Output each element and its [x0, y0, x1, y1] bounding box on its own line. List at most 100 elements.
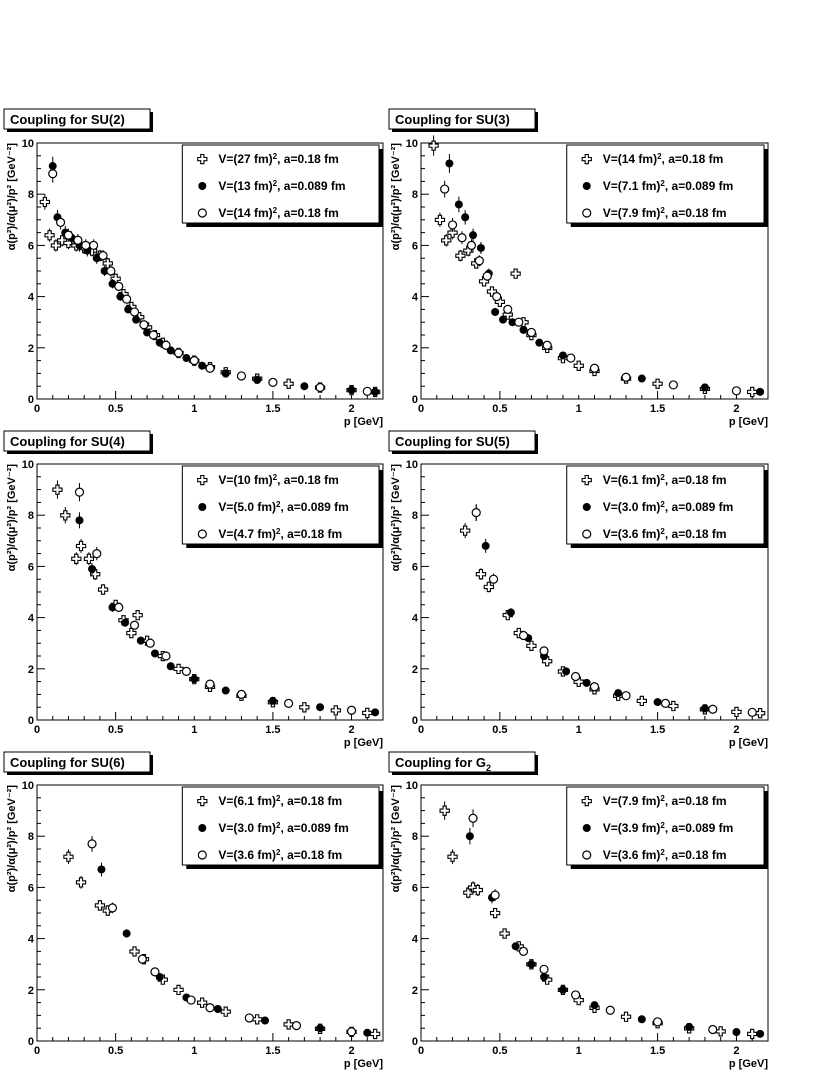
legend-superscript: 2 [660, 821, 665, 830]
data-point-filled [481, 541, 490, 550]
data-point-cross [132, 609, 143, 621]
legend-entry-part: V=(10 fm) [218, 473, 272, 487]
y-axis-label: α(p²)/α(μ²)/p² [GeV⁻²] [6, 143, 18, 251]
data-series [75, 512, 380, 717]
legend-entry: V=(3.0 fm)2, a=0.089 fm [603, 500, 734, 514]
data-point-open [129, 307, 140, 317]
data-point-cross [747, 1028, 758, 1040]
y-tick-label: 8 [412, 189, 418, 201]
legend-superscript: 2 [660, 527, 665, 536]
data-point-open [98, 251, 108, 261]
data-point-filled [491, 307, 500, 316]
data-point-open [747, 707, 757, 717]
data-point-open [570, 990, 581, 1000]
data-point-open [589, 363, 600, 373]
y-axis-label: α(p²)/α(μ²)/p² [GeV⁻²] [6, 464, 18, 572]
legend-superscript: 2 [276, 821, 281, 830]
legend-entry-part: V=(3.6 fm) [218, 848, 276, 862]
legend-box [181, 144, 380, 224]
legend-box [181, 786, 380, 866]
data-point-open [92, 548, 102, 559]
data-point-filled [511, 942, 520, 951]
data-point-filled [562, 667, 571, 676]
data-point-cross [460, 525, 471, 536]
y-tick-label: 6 [412, 561, 418, 573]
legend-entry-part: , a=0.18 fm [665, 527, 727, 541]
y-tick-label: 4 [28, 934, 35, 946]
data-point-filled [150, 649, 159, 658]
data-point-open [468, 813, 478, 823]
y-tick-label: 8 [28, 510, 34, 522]
y-tick-label: 0 [28, 1036, 34, 1048]
title-box [388, 108, 536, 130]
data-point-filled [182, 354, 191, 363]
data-point-open [346, 705, 357, 715]
y-tick-label: 6 [28, 561, 34, 573]
data-point-open [492, 292, 502, 302]
data-point-open [708, 1024, 718, 1035]
legend-entry-part: V=(6.1 fm) [603, 473, 661, 487]
data-point-open [48, 169, 58, 179]
data-point-cross [510, 268, 521, 279]
legend-entry: V=(3.0 fm)2, a=0.089 fm [218, 821, 349, 835]
legend-entry-part: , a=0.18 fm [280, 527, 342, 541]
data-point-open [731, 386, 742, 396]
legend-entry-part: V=(13 fm) [218, 179, 272, 193]
data-point-filled [582, 182, 591, 190]
data-point-cross [197, 795, 208, 807]
data-point-open [440, 184, 450, 194]
x-tick-label: 2 [348, 1045, 354, 1057]
legend-box [566, 144, 765, 224]
data-point-open [236, 689, 247, 700]
legend-entry: V=(3.9 fm)2, a=0.089 fm [603, 821, 734, 835]
data-point-open [490, 890, 500, 900]
data-point-filled [75, 516, 84, 525]
data-series [97, 862, 372, 1037]
data-point-filled [108, 603, 117, 612]
data-point-cross [197, 474, 208, 486]
y-tick-label: 4 [28, 292, 35, 304]
data-point-open [668, 380, 678, 390]
x-tick-label: 2 [348, 403, 354, 415]
x-tick-label: 1.5 [265, 403, 280, 415]
legend-entry-part: V=(27 fm) [218, 152, 272, 166]
data-point-filled [685, 1022, 694, 1031]
data-point-open [346, 1027, 357, 1037]
data-series [440, 180, 742, 396]
chart-title: Coupling for SU(4) [10, 434, 125, 449]
legend-superscript: 2 [660, 206, 665, 215]
data-point-filled [540, 973, 549, 981]
legend-entry-part: , a=0.18 fm [662, 152, 724, 166]
data-point-cross [489, 907, 501, 919]
y-tick-label: 4 [412, 934, 419, 946]
x-tick-label: 1 [576, 403, 582, 415]
data-point-open [268, 377, 278, 387]
data-point-filled [347, 386, 356, 395]
legend-entry-part: , a=0.089 fm [665, 179, 733, 193]
data-series [468, 809, 718, 1035]
data-point-open [362, 386, 372, 396]
x-tick-label: 1 [576, 724, 582, 736]
data-point-filled [614, 689, 623, 698]
data-point-open [139, 320, 149, 330]
data-series [460, 522, 766, 719]
data-point-cross [129, 946, 140, 957]
x-tick-label: 1.5 [650, 724, 665, 736]
legend-superscript: 2 [273, 473, 278, 482]
x-tick-label: 1 [191, 403, 197, 415]
legend-entry-part: , a=0.18 fm [280, 794, 342, 808]
data-point-open [129, 620, 140, 630]
legend-entry: V=(4.7 fm)2, a=0.18 fm [218, 527, 342, 541]
data-point-cross [715, 1026, 726, 1037]
data-point-cross [581, 795, 592, 807]
chart-panel: Coupling for SU(3) 0 0.5 1 1.5 2 0 2 4 6 8 10 p [GeV… [388, 108, 769, 428]
legend-entry-part: , a=0.089 fm [665, 821, 733, 835]
data-point-open [582, 208, 592, 218]
data-point-cross [434, 214, 446, 226]
y-tick-label: 10 [406, 459, 418, 471]
data-point-open [526, 327, 537, 338]
data-point-cross [526, 640, 537, 652]
data-point-cross [362, 707, 373, 719]
legend-entry-part: , a=0.089 fm [277, 179, 345, 193]
